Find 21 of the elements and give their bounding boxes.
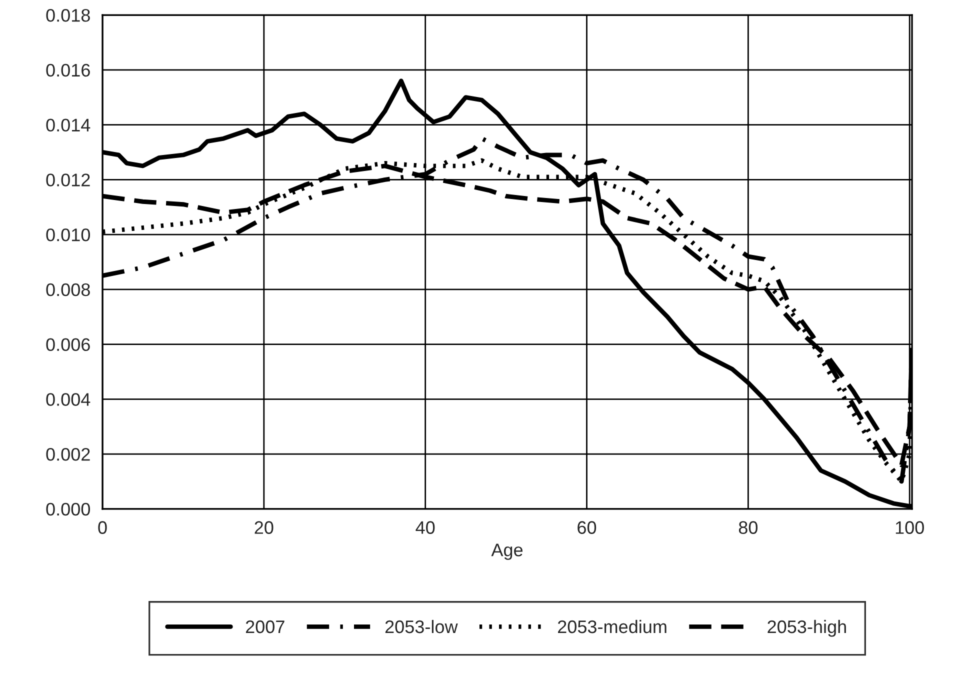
- x-tick-label: 40: [416, 521, 435, 534]
- x-tick-label: 0: [98, 521, 107, 534]
- y-tick-label: 0.008: [46, 283, 90, 296]
- y-tick-label: 0.006: [46, 338, 90, 351]
- legend-label: 2053-high: [768, 620, 846, 637]
- x-tick-label: 20: [254, 521, 274, 534]
- x-tick-label: 80: [738, 521, 758, 534]
- y-tick-label: 0.002: [46, 448, 90, 461]
- legend-label: 2053-low: [385, 620, 458, 634]
- y-tick-label: 0.012: [46, 174, 90, 186]
- y-tick-label: 0.004: [46, 393, 90, 406]
- x-tick-label: 60: [578, 521, 596, 534]
- y-tick-label: 0.016: [46, 64, 90, 77]
- legend-label: 2007: [246, 620, 284, 634]
- y-tick-label: 0.010: [46, 228, 90, 242]
- legend-label: 2053-medium: [558, 620, 666, 634]
- x-tick-label: 100: [896, 521, 924, 534]
- y-tick-label: 0.018: [46, 8, 90, 22]
- y-tick-label: 0.014: [46, 118, 90, 132]
- x-axis-title: Age: [491, 544, 523, 560]
- y-tick-label: 0.000: [46, 502, 90, 516]
